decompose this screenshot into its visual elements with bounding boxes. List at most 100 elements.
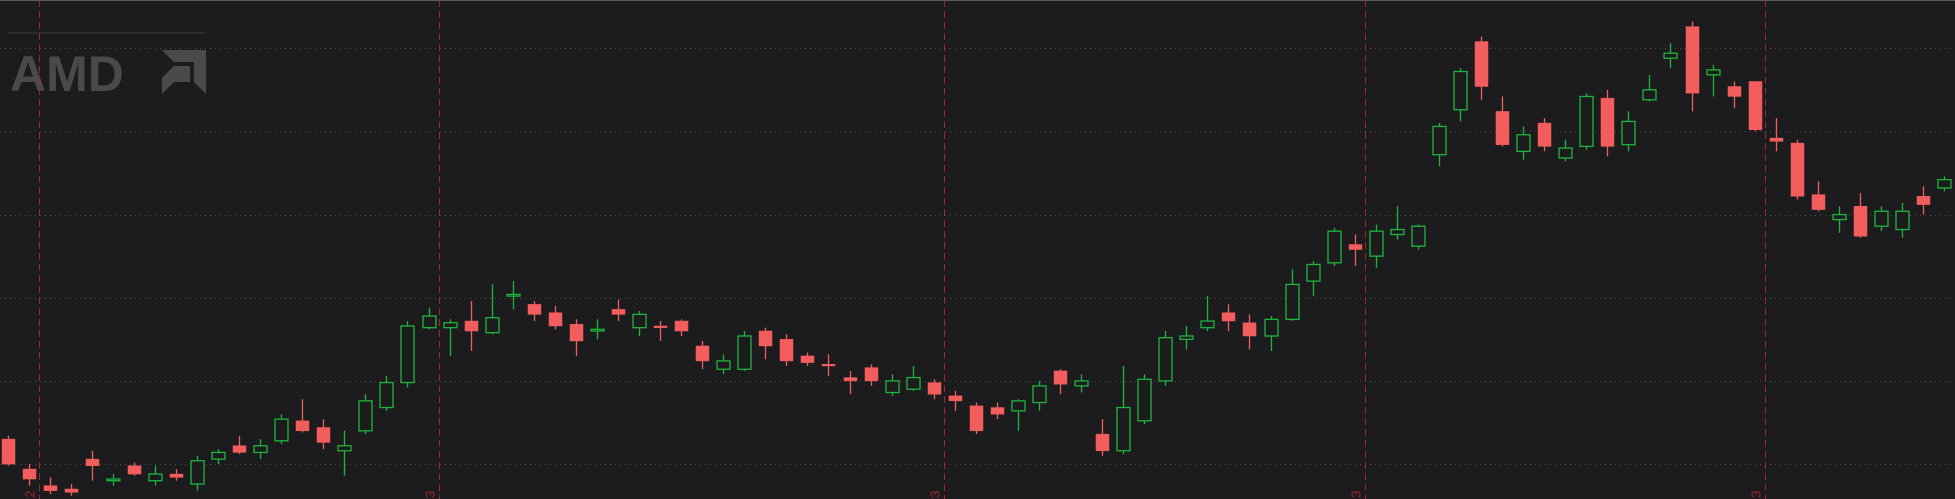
- candle-body: [1011, 400, 1026, 412]
- candle-body: [106, 478, 121, 482]
- separator-label: 22: [23, 491, 38, 499]
- candle-body: [1095, 433, 1110, 452]
- candle-body: [1137, 378, 1152, 422]
- candle-body: [1579, 95, 1594, 148]
- candle-body: [927, 382, 942, 395]
- candle-body: [337, 445, 352, 452]
- candle-body: [485, 317, 500, 334]
- candle-body: [569, 324, 584, 342]
- separator-label: 23: [423, 491, 438, 499]
- candle-body: [948, 395, 963, 402]
- candle-body: [1537, 122, 1552, 147]
- candle-body: [674, 320, 689, 332]
- candle-body: [800, 355, 815, 363]
- candle-body: [190, 460, 205, 485]
- grid: [0, 48, 1955, 465]
- candle-body: [1642, 89, 1657, 101]
- candle-body: [1369, 230, 1384, 257]
- candle-body: [737, 335, 752, 370]
- candle-body: [64, 488, 79, 493]
- separator-label: 23: [1749, 491, 1764, 499]
- candle-body: [274, 418, 289, 442]
- candle-body: [232, 445, 247, 453]
- candle-body: [1053, 370, 1068, 385]
- candle-body: [379, 381, 394, 409]
- candle-body: [148, 473, 163, 482]
- candle-body: [1621, 120, 1636, 146]
- candle-body: [1495, 111, 1510, 145]
- candle-body: [548, 312, 563, 327]
- candle-body: [1432, 125, 1447, 156]
- candle-body: [1769, 137, 1784, 142]
- candle-body: [316, 427, 331, 443]
- candle-body: [169, 473, 184, 478]
- candle-body: [1516, 134, 1531, 153]
- candle-body: [443, 322, 458, 329]
- candle-body: [527, 304, 542, 315]
- candle-body: [1832, 213, 1847, 221]
- candle-body: [1116, 406, 1131, 452]
- candle-body: [1411, 225, 1426, 247]
- candle-body: [843, 377, 858, 382]
- candle-body: [1221, 312, 1236, 322]
- candle-body: [758, 330, 773, 347]
- separator-label: 23: [1349, 491, 1364, 499]
- candle-body: [400, 325, 415, 384]
- candle-body: [1200, 320, 1215, 329]
- candle-body: [1453, 70, 1468, 111]
- candle-body: [43, 485, 58, 491]
- candle-body: [1285, 283, 1300, 321]
- candle-body: [211, 451, 226, 460]
- separators: 22 23 23 23 23: [23, 0, 1766, 499]
- candle-body: [127, 465, 142, 475]
- candle-body: [885, 380, 900, 394]
- candle-body: [1600, 97, 1615, 147]
- candle-body: [1327, 230, 1342, 264]
- candle-body: [506, 293, 521, 297]
- candle-body: [1474, 41, 1489, 87]
- candle-body: [253, 445, 268, 454]
- watermark: AMD: [10, 46, 206, 102]
- candle-body: [1264, 318, 1279, 337]
- candle-body: [590, 328, 605, 332]
- separator-label: 23: [928, 491, 943, 499]
- candle-body: [295, 420, 310, 432]
- watermark-icon: [162, 50, 206, 94]
- candle-body: [1853, 206, 1868, 237]
- candle-body: [1306, 263, 1321, 282]
- candle-body: [821, 364, 836, 367]
- candle-body: [906, 376, 921, 390]
- candle-body: [1916, 196, 1931, 205]
- candle-body: [1158, 337, 1173, 382]
- candle-body: [1663, 52, 1678, 59]
- candle-body: [864, 367, 879, 382]
- candle-body: [716, 360, 731, 370]
- candle-body: [611, 309, 626, 315]
- candle-body: [990, 407, 1005, 415]
- candle-body: [1032, 385, 1047, 404]
- candle-body: [1748, 81, 1763, 130]
- candle-body: [695, 345, 710, 362]
- candle-body: [1706, 69, 1721, 76]
- candle-body: [632, 313, 647, 329]
- candle-body: [22, 468, 37, 480]
- candle-body: [1179, 335, 1194, 340]
- watermark-text: AMD: [10, 46, 124, 102]
- candle-body: [358, 400, 373, 432]
- candle-body: [1727, 86, 1742, 97]
- candle-body: [1390, 228, 1405, 236]
- candle-body: [464, 320, 479, 332]
- candle-body: [85, 458, 100, 466]
- candle-body: [1558, 147, 1573, 159]
- candle-body: [1874, 210, 1889, 227]
- candle-body: [779, 339, 794, 362]
- candle-body: [1811, 194, 1826, 210]
- candle-body: [1242, 322, 1257, 337]
- candle-body: [1074, 380, 1089, 387]
- candle-body: [422, 315, 437, 329]
- candle-body: [1348, 244, 1363, 250]
- candle-body: [1895, 210, 1910, 231]
- candle-body: [969, 405, 984, 432]
- candle-body: [1937, 178, 1952, 189]
